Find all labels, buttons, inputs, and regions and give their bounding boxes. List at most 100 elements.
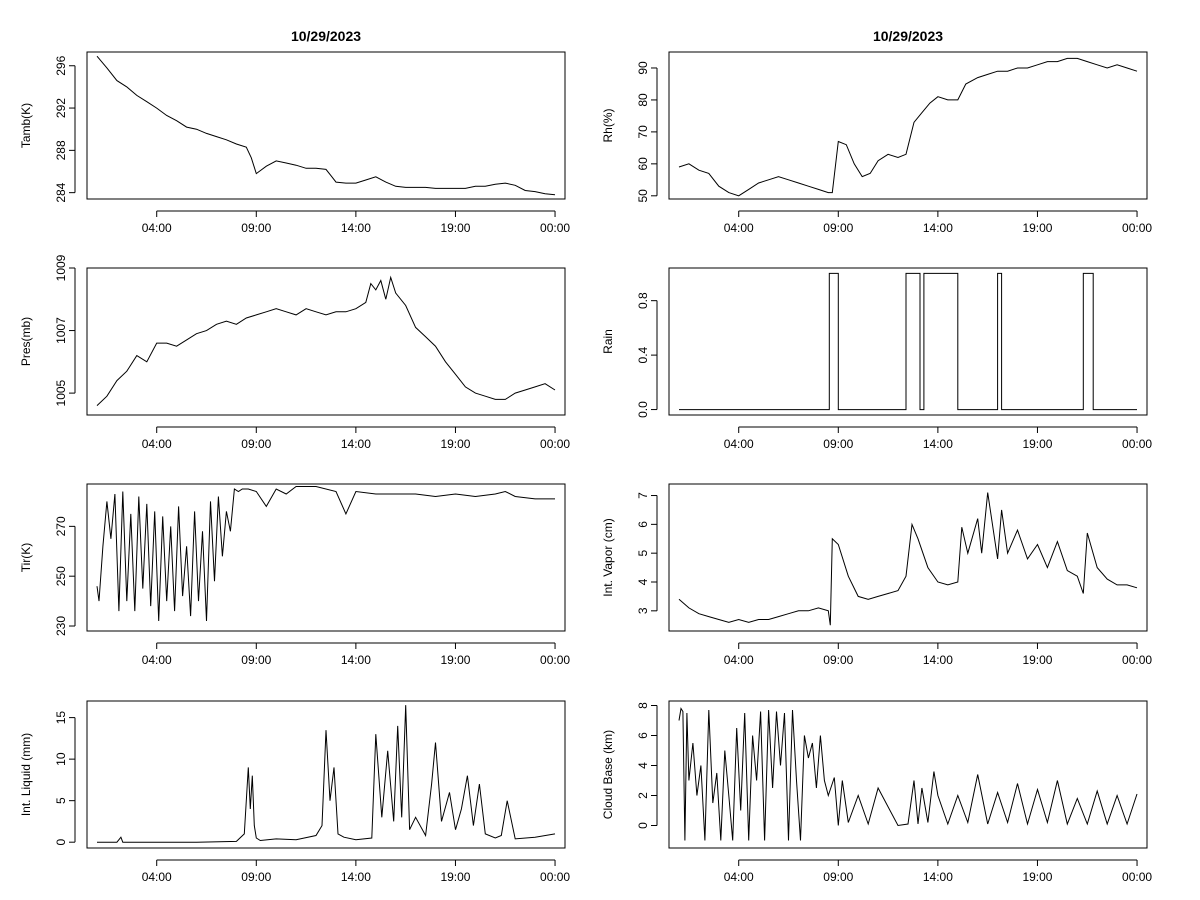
liquid-x-tick-label: 14:00 (341, 870, 371, 884)
panel-vapor: 04:00 09:00 14:00 19:00 00:00 3 4 5 6 7 Int. Vapor… (601, 483, 1152, 667)
rh-x-tick-label: 19:00 (1022, 221, 1052, 235)
rh-y-tick-label: 90 (636, 61, 650, 75)
pres-x-tick-label: 04:00 (142, 437, 172, 451)
panel-liquid: 04:00 09:00 14:00 19:00 00:00 0 5 10 15 Int. Liqu… (19, 700, 570, 884)
rh-x-tick-label: 00:00 (1122, 221, 1152, 235)
vapor-x-tick-label: 14:00 (923, 653, 953, 667)
tamb-y-tick-label: 288 (54, 140, 68, 160)
liquid-x-tick-label: 09:00 (241, 870, 271, 884)
tir-x-tick-label: 19:00 (440, 653, 470, 667)
vapor-series-line (678, 492, 1138, 626)
tamb-x-tick-label: 09:00 (241, 221, 271, 235)
cloudbase-x-tick-label: 14:00 (923, 870, 953, 884)
tamb-y-tick-label: 284 (54, 182, 68, 202)
rain-plot-frame (668, 267, 1148, 416)
liquid-y-tick-label: 0 (54, 839, 68, 846)
liquid-series-line (97, 705, 556, 843)
liquid-x-tick-label: 04:00 (142, 870, 172, 884)
vapor-y-tick-label: 6 (636, 521, 650, 528)
cloudbase-y-tick-label: 4 (636, 762, 650, 769)
vapor-y-label: Int. Vapor (cm) (601, 518, 615, 596)
cloudbase-y-tick-label: 8 (636, 702, 650, 709)
pres-y-tick-label: 1005 (54, 379, 68, 406)
pres-series-line (96, 275, 556, 406)
tamb-x-tick-label: 00:00 (540, 221, 570, 235)
title-left: 10/29/2023 (291, 28, 361, 44)
cloudbase-series-line (678, 707, 1138, 841)
cloudbase-y-label: Cloud Base (km) (601, 730, 615, 819)
cloudbase-x-tick-label: 04:00 (724, 870, 754, 884)
rain-x-tick-label: 19:00 (1022, 437, 1052, 451)
tir-x-tick-label: 00:00 (540, 653, 570, 667)
vapor-x-tick-label: 19:00 (1022, 653, 1052, 667)
tir-y-label: Tir(K) (19, 543, 33, 573)
rh-x-tick-label: 14:00 (923, 221, 953, 235)
rh-y-tick-label: 80 (636, 93, 650, 107)
panel-tamb: 04:00 09:00 14:00 19:00 00:00 284 288 292 296 Tam… (19, 51, 570, 235)
vapor-plot-frame (668, 483, 1148, 632)
vapor-y-tick-label: 4 (636, 578, 650, 585)
pres-y-label: Pres(mb) (19, 317, 33, 366)
rh-x-tick-label: 09:00 (823, 221, 853, 235)
panel-pres: 04:00 09:00 14:00 19:00 00:00 1005 1007 1009 Pre… (19, 254, 570, 451)
tamb-x-tick-label: 14:00 (341, 221, 371, 235)
tir-x-tick-label: 04:00 (142, 653, 172, 667)
rh-x-tick-label: 04:00 (724, 221, 754, 235)
tamb-y-label: Tamb(K) (19, 103, 33, 148)
cloudbase-x-tick-label: 09:00 (823, 870, 853, 884)
liquid-y-tick-label: 15 (54, 711, 68, 725)
tir-y-tick-label: 230 (54, 616, 68, 636)
rh-plot-frame (668, 51, 1148, 200)
rh-y-tick-label: 60 (636, 157, 650, 171)
panels: 04:00 09:00 14:00 19:00 00:00284288292296Tam… (19, 51, 1152, 884)
pres-y-tick-label: 1009 (54, 254, 68, 281)
rain-y-label: Rain (601, 329, 615, 354)
rain-x-tick-label: 09:00 (823, 437, 853, 451)
rain-y-tick-label: 0.8 (636, 292, 650, 309)
cloudbase-x-tick-label: 19:00 (1022, 870, 1052, 884)
rh-y-label: Rh(%) (601, 108, 615, 142)
tamb-x-tick-label: 19:00 (440, 221, 470, 235)
pres-x-tick-label: 00:00 (540, 437, 570, 451)
tamb-x-tick-label: 04:00 (142, 221, 172, 235)
cloudbase-y-tick-label: 2 (636, 792, 650, 799)
liquid-y-tick-label: 5 (54, 797, 68, 804)
panel-rh: 04:00 09:00 14:00 19:00 00:00 50 60 70 80 90 Rh(%) (601, 51, 1152, 235)
vapor-x-tick-label: 04:00 (724, 653, 754, 667)
pres-x-tick-label: 19:00 (440, 437, 470, 451)
tir-plot-frame (86, 483, 566, 632)
pres-plot-frame (86, 267, 566, 416)
rain-x-tick-label: 00:00 (1122, 437, 1152, 451)
tir-y-tick-label: 250 (54, 566, 68, 586)
tamb-y-tick-label: 296 (54, 55, 68, 75)
vapor-x-tick-label: 00:00 (1122, 653, 1152, 667)
vapor-x-tick-label: 09:00 (823, 653, 853, 667)
liquid-x-tick-label: 19:00 (440, 870, 470, 884)
cloudbase-y-tick-label: 0 (636, 822, 650, 829)
rh-y-tick-label: 70 (636, 125, 650, 139)
title-right: 10/29/2023 (873, 28, 943, 44)
tamb-series-line (96, 55, 556, 196)
liquid-y-label: Int. Liquid (mm) (19, 733, 33, 816)
cloudbase-x-tick-label: 00:00 (1122, 870, 1152, 884)
rain-x-tick-label: 14:00 (923, 437, 953, 451)
vapor-y-tick-label: 7 (636, 492, 650, 499)
tir-x-tick-label: 09:00 (241, 653, 271, 667)
tamb-y-tick-label: 292 (54, 98, 68, 118)
panel-tir: 04:00 09:00 14:00 19:00 00:00 230 250 270 Tir(K) (19, 483, 570, 667)
tir-x-tick-label: 14:00 (341, 653, 371, 667)
rain-series-line (679, 272, 1137, 411)
pres-y-tick-label: 1007 (54, 317, 68, 344)
rain-y-tick-label: 0.4 (636, 346, 650, 363)
liquid-x-tick-label: 00:00 (540, 870, 570, 884)
tir-y-tick-label: 270 (54, 516, 68, 536)
vapor-y-tick-label: 5 (636, 550, 650, 557)
pres-x-tick-label: 14:00 (341, 437, 371, 451)
cloudbase-y-tick-label: 6 (636, 732, 650, 739)
liquid-y-tick-label: 10 (54, 752, 68, 766)
rain-y-tick-label: 0.0 (636, 401, 650, 418)
panel-cloudbase: 04:00 09:00 14:00 19:00 00:00 0 2 4 6 8 Cloud Base… (601, 700, 1152, 884)
rh-y-tick-label: 50 (636, 189, 650, 203)
rh-series-line (678, 57, 1138, 197)
